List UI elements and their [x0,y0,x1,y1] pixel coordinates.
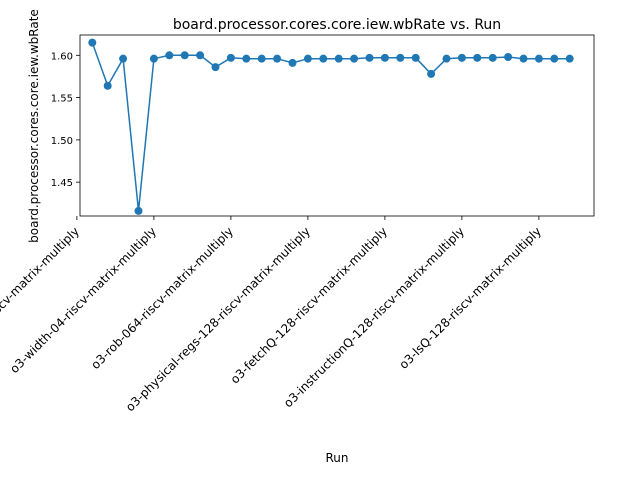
x-tick-label: o3-width-04-riscv-matrix-multiply [7,224,159,376]
data-point [473,53,482,62]
y-tick-label: 1.55 [51,94,73,105]
data-point [303,54,312,63]
data-point [350,54,359,63]
data-point [504,52,513,61]
x-tick-label: o3-lsQ-128-riscv-matrix-multiply [396,224,544,372]
data-point [565,54,574,63]
y-axis-label: board.processor.cores.core.iew.wbRate [27,9,41,243]
data-point [534,54,543,63]
data-point [88,38,97,47]
data-point [273,54,282,63]
x-axis-ticks: inorder-riscv-matrix-multiplyo3-width-04… [0,216,544,414]
data-point [334,54,343,63]
data-point [319,54,328,63]
data-point [396,53,405,62]
data-point [196,51,205,60]
data-point [242,54,251,63]
x-tick-label: o3-fetchQ-128-riscv-matrix-multiply [228,224,390,386]
data-point [365,53,374,62]
series-line [91,42,570,211]
data-point [427,69,436,78]
data-point [442,54,451,63]
data-point [165,51,174,60]
data-point [457,53,466,62]
y-tick-label: 1.60 [51,51,73,62]
data-point [226,53,235,62]
data-point [488,53,497,62]
plot-area-frame [79,34,595,217]
x-tick-label: o3-instructionQ-128-riscv-matrix-multipl… [281,224,467,410]
data-point [288,58,297,67]
chart-title: board.processor.cores.core.iew.wbRate vs… [173,17,501,33]
data-point [103,81,112,90]
y-tick-label: 1.45 [51,178,73,189]
data-point [211,63,220,72]
data-point [519,54,528,63]
data-point [149,54,158,63]
data-point [134,206,143,215]
data-point [257,54,266,63]
y-tick-label: 1.50 [51,136,73,147]
data-point [119,54,128,63]
y-axis-ticks: 1.45 1.50 1.55 1.60 [51,51,80,189]
x-axis-label: Run [325,451,348,465]
data-point [380,53,389,62]
data-point [550,54,559,63]
series-wbRate [88,38,574,215]
x-tick-label: o3-rob-064-riscv-matrix-multiply [88,224,236,372]
data-point [411,53,420,62]
data-point [180,51,189,60]
